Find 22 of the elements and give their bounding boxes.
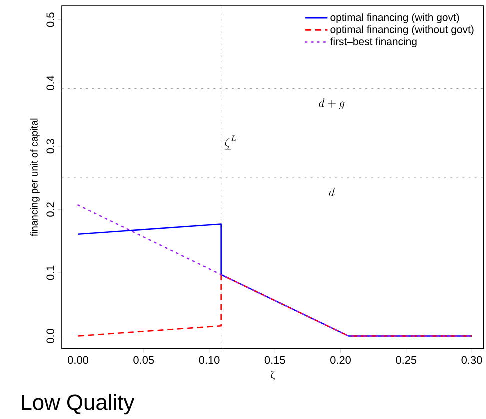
ref-line-label: $\underline{\zeta}^{L}$ bbox=[224, 136, 236, 150]
x-tick-label: 0.15 bbox=[264, 356, 286, 364]
y-tick-label: 0.3 bbox=[46, 139, 54, 154]
y-tick-label: 0.2 bbox=[46, 202, 54, 217]
x-tick-label: 0.00 bbox=[68, 356, 88, 364]
y-axis-title: financing per unit of capital bbox=[30, 118, 40, 237]
y-tick-label: 0.1 bbox=[46, 266, 54, 280]
y-tick-label: 0.5 bbox=[46, 12, 54, 28]
x-tick-label: 0.10 bbox=[199, 356, 220, 364]
y-tick-label: 0.0 bbox=[46, 329, 54, 344]
legend-label: optimal financing (with govt) bbox=[330, 14, 460, 24]
ref-line-label: $d$ bbox=[329, 188, 335, 196]
ref-line-label: $d+g$ bbox=[319, 98, 345, 110]
x-tick-label: 0.25 bbox=[396, 356, 417, 364]
legend-label: optimal financing (without govt) bbox=[330, 26, 474, 36]
text: Low Quality bbox=[22, 394, 135, 415]
x-tick-label: 0.05 bbox=[134, 356, 154, 364]
x-tick-label: 0.20 bbox=[330, 356, 351, 364]
legend-label: first–best financing bbox=[330, 38, 417, 48]
x-axis-title: ζ bbox=[271, 371, 275, 381]
x-tick-label: 0.30 bbox=[462, 356, 482, 364]
y-tick-label: 0.4 bbox=[46, 76, 54, 90]
